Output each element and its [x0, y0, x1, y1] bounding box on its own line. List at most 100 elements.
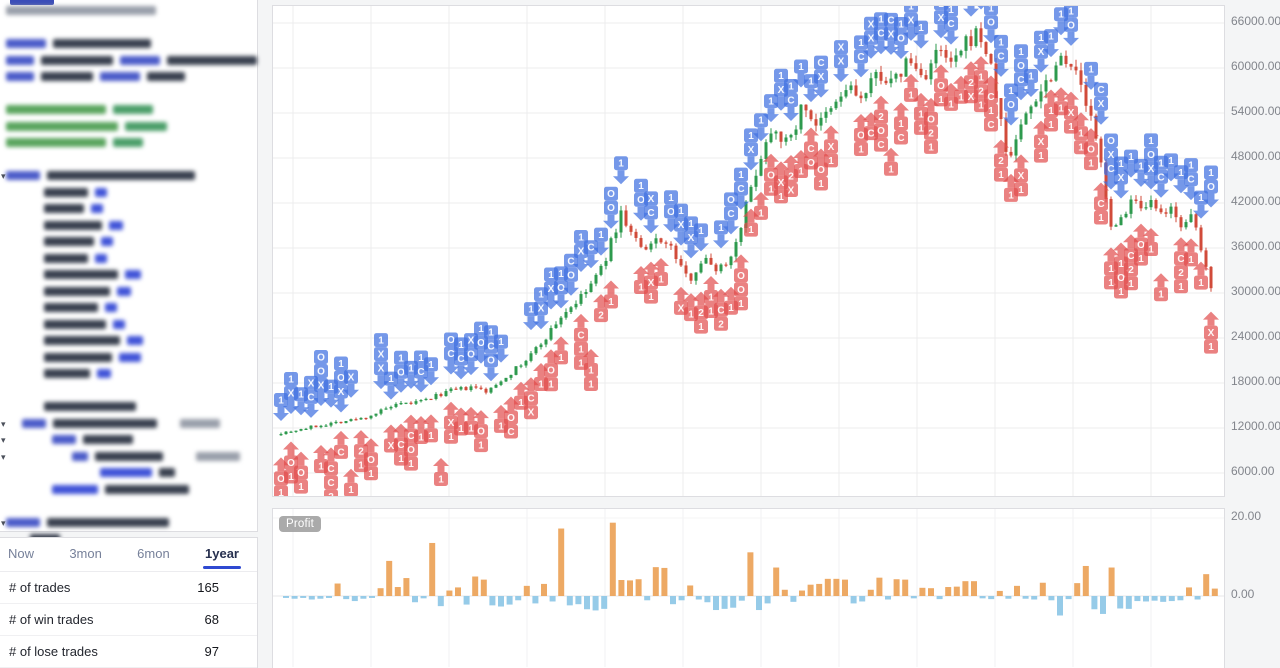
svg-text:X: X	[678, 220, 685, 231]
svg-text:1: 1	[298, 482, 304, 493]
svg-text:C: C	[457, 354, 464, 365]
svg-text:1: 1	[588, 379, 594, 390]
svg-text:C: C	[887, 15, 894, 26]
svg-text:O: O	[447, 335, 455, 346]
svg-text:1: 1	[898, 119, 904, 130]
profit-chart-canvas[interactable]	[273, 509, 1224, 667]
svg-text:C: C	[987, 120, 994, 131]
svg-text:1: 1	[1068, 6, 1074, 17]
svg-text:1: 1	[698, 226, 704, 237]
svg-text:C: C	[407, 431, 414, 442]
svg-text:1: 1	[988, 106, 994, 117]
svg-text:1: 1	[1038, 151, 1044, 162]
profit-axis[interactable]: 20.00 0.00	[1231, 508, 1280, 668]
price-chart-canvas[interactable]: 1O1X1O11O1CXXOO11CC2XO1CX12121O1XX11XO1C…	[273, 6, 1224, 496]
svg-text:1: 1	[958, 92, 964, 103]
svg-text:O: O	[297, 468, 305, 479]
svg-text:1: 1	[488, 328, 494, 339]
svg-text:O: O	[607, 189, 615, 200]
svg-text:C: C	[1017, 75, 1024, 86]
svg-text:1: 1	[458, 424, 464, 435]
svg-text:C: C	[807, 144, 814, 155]
svg-text:1: 1	[408, 459, 414, 470]
stats-value: 97	[204, 644, 219, 659]
svg-text:1: 1	[718, 223, 724, 234]
svg-text:2: 2	[718, 319, 724, 330]
svg-text:1: 1	[638, 181, 644, 192]
svg-text:C: C	[947, 19, 954, 30]
svg-text:X: X	[778, 85, 785, 96]
fold-arrow-icon[interactable]: ▾	[1, 517, 6, 528]
svg-text:O: O	[507, 413, 515, 424]
svg-text:O: O	[877, 126, 885, 137]
svg-text:C: C	[997, 51, 1004, 62]
svg-text:1: 1	[808, 77, 814, 88]
svg-text:1: 1	[558, 269, 564, 280]
svg-text:1: 1	[578, 233, 584, 244]
svg-text:1: 1	[478, 441, 484, 452]
svg-text:1: 1	[1048, 32, 1054, 43]
tab-6mon[interactable]: 6mon	[137, 546, 170, 561]
tab-now[interactable]: Now	[8, 546, 35, 561]
code-editor-panel[interactable]: ▾ ▾ ▾ ▾ ▾	[0, 0, 258, 543]
svg-text:1: 1	[708, 307, 714, 318]
svg-text:1: 1	[708, 293, 714, 304]
svg-text:O: O	[937, 81, 945, 92]
svg-text:2: 2	[328, 492, 334, 496]
price-chart-panel[interactable]: 1O1X1O11O1CXXOO11CC2XO1CX12121O1XX11XO1C…	[272, 5, 1225, 497]
svg-text:O: O	[547, 366, 555, 377]
svg-text:1: 1	[778, 192, 784, 203]
svg-text:X: X	[288, 389, 295, 400]
svg-text:C: C	[987, 92, 994, 103]
svg-text:1: 1	[538, 380, 544, 391]
tab-3mon[interactable]: 3mon	[69, 546, 102, 561]
svg-text:O: O	[277, 474, 285, 485]
svg-text:2: 2	[1128, 265, 1134, 276]
svg-text:1: 1	[578, 344, 584, 355]
profit-chart-panel[interactable]: Profit	[272, 508, 1225, 668]
svg-text:1: 1	[558, 353, 564, 364]
svg-text:1: 1	[998, 170, 1004, 181]
svg-text:1: 1	[638, 282, 644, 293]
fold-arrow-icon[interactable]: ▾	[1, 451, 6, 462]
price-axis-label: 12000.00	[1231, 419, 1280, 433]
svg-text:1: 1	[1208, 168, 1214, 179]
price-axis-label: 60000.00	[1231, 59, 1280, 73]
svg-text:1: 1	[918, 123, 924, 134]
svg-text:O: O	[1117, 273, 1125, 284]
svg-text:O: O	[1147, 150, 1155, 161]
svg-text:C: C	[567, 256, 574, 267]
svg-text:X: X	[1038, 137, 1045, 148]
svg-text:1: 1	[278, 396, 284, 407]
price-axis-label: 42000.00	[1231, 194, 1280, 208]
svg-text:1: 1	[478, 324, 484, 335]
svg-text:1: 1	[698, 322, 704, 333]
fold-arrow-icon[interactable]: ▾	[1, 435, 6, 445]
price-axis[interactable]: 66000.00 60000.00 54000.00 48000.00 42000.00…	[1231, 0, 1280, 497]
fold-arrow-icon[interactable]: ▾	[1, 171, 6, 181]
svg-text:2: 2	[928, 128, 934, 139]
price-axis-label: 48000.00	[1231, 149, 1280, 163]
svg-text:1: 1	[1058, 10, 1064, 21]
svg-text:C: C	[787, 95, 794, 106]
svg-text:C: C	[587, 243, 594, 254]
svg-text:1: 1	[1068, 122, 1074, 133]
svg-text:1: 1	[1078, 129, 1084, 140]
svg-text:X: X	[528, 408, 535, 419]
svg-text:1: 1	[1198, 278, 1204, 289]
svg-text:1: 1	[418, 353, 424, 364]
svg-text:O: O	[367, 455, 375, 466]
svg-text:1: 1	[858, 144, 864, 155]
svg-text:1: 1	[1048, 106, 1054, 117]
svg-text:X: X	[818, 72, 825, 83]
svg-text:1: 1	[828, 156, 834, 167]
profit-axis-label: 20.00	[1231, 509, 1262, 523]
svg-text:1: 1	[348, 485, 354, 496]
svg-text:1: 1	[1188, 161, 1194, 172]
fold-arrow-icon[interactable]: ▾	[1, 418, 6, 429]
tab-1year[interactable]: 1year	[203, 546, 241, 569]
svg-text:O: O	[607, 203, 615, 214]
svg-text:O: O	[1007, 100, 1015, 111]
svg-text:1: 1	[898, 20, 904, 31]
svg-text:C: C	[1097, 199, 1104, 210]
